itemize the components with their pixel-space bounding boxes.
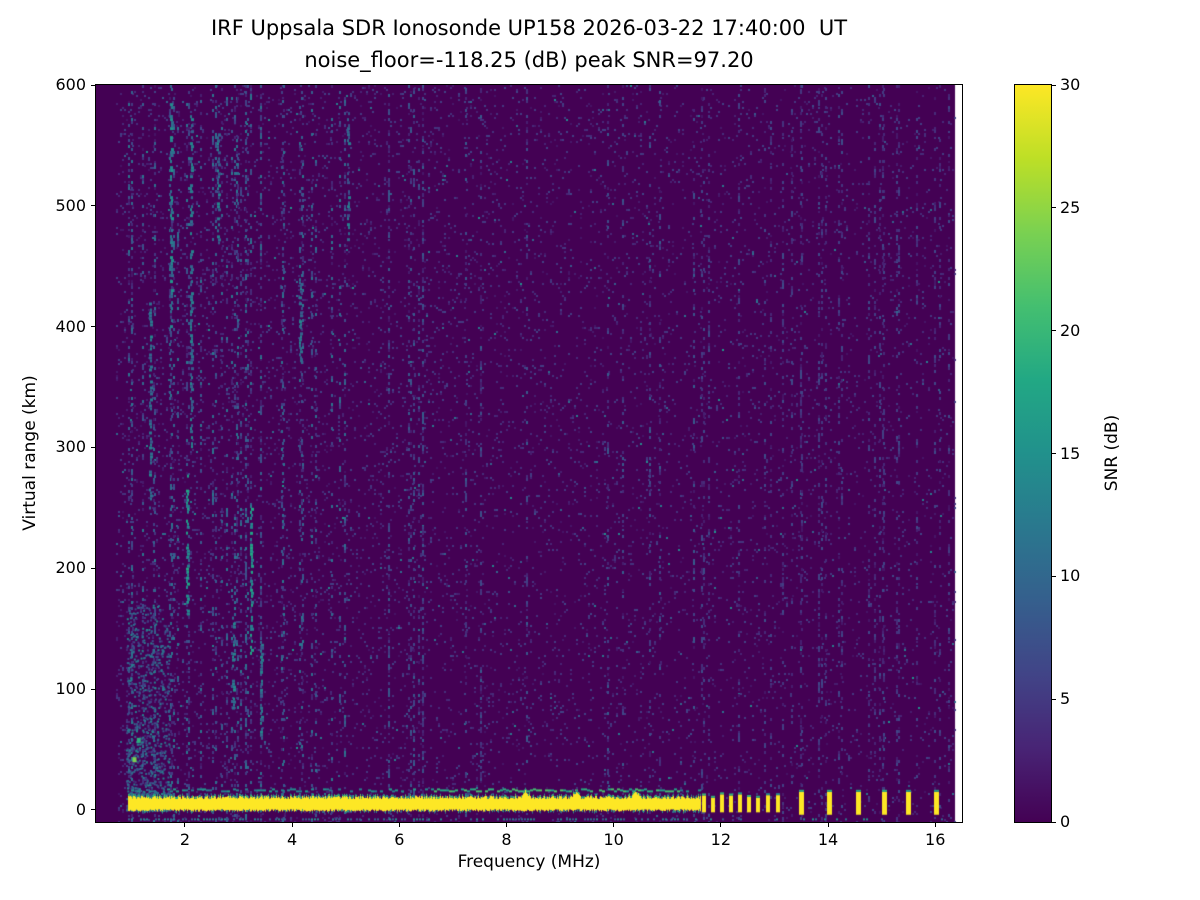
- colorbar-tick-mark: [1052, 84, 1056, 86]
- colorbar-tick-mark: [1052, 575, 1056, 577]
- x-tick-label: 12: [710, 830, 732, 849]
- plot-area: [95, 84, 963, 823]
- colorbar-tick-label: 25: [1060, 197, 1081, 217]
- colorbar-tick-mark: [1052, 453, 1056, 454]
- y-tick-label: 400: [55, 316, 86, 336]
- colorbar-tick-label: 5: [1060, 689, 1071, 709]
- colorbar-tick-mark: [1052, 821, 1056, 823]
- x-tick-label: 10: [603, 830, 624, 849]
- colorbar-tick-label: 15: [1060, 443, 1081, 463]
- x-tick-mark: [291, 823, 293, 827]
- x-tick-mark: [934, 823, 936, 827]
- colorbar-label: SNR (dB): [1102, 414, 1122, 492]
- colorbar-tick-label: 10: [1060, 566, 1081, 586]
- x-tick-mark: [720, 823, 722, 827]
- y-tick-label: 100: [55, 679, 86, 699]
- x-tick-mark: [398, 823, 400, 827]
- y-tick-mark: [91, 326, 95, 328]
- colorbar-tick-label: 30: [1060, 75, 1081, 94]
- x-tick-mark: [827, 823, 829, 827]
- x-tick-label: 14: [817, 830, 839, 849]
- x-tick-mark: [505, 823, 507, 827]
- y-tick-mark: [91, 446, 95, 448]
- y-tick-label: 500: [55, 195, 86, 215]
- colorbar-tick-label: 20: [1060, 320, 1081, 340]
- x-tick-mark: [184, 823, 186, 827]
- chart-subtitle: noise_floor=-118.25 (dB) peak SNR=97.20: [304, 48, 754, 72]
- colorbar-tick-mark: [1052, 698, 1056, 700]
- colorbar-tick-mark: [1052, 330, 1056, 332]
- x-tick-label: 8: [501, 830, 512, 849]
- y-tick-label: 300: [55, 437, 86, 457]
- x-tick-mark: [613, 823, 615, 827]
- colorbar-tick-label: 0: [1060, 812, 1071, 831]
- ionogram-heatmap-canvas: [96, 85, 962, 822]
- y-tick-label: 0: [75, 799, 86, 819]
- y-tick-mark: [91, 809, 95, 811]
- y-tick-label: 200: [55, 558, 86, 578]
- x-tick-label: 4: [287, 830, 298, 849]
- x-tick-label: 6: [394, 830, 405, 849]
- y-tick-mark: [91, 84, 95, 86]
- y-tick-label: 600: [55, 75, 86, 94]
- colorbar-tick-mark: [1052, 207, 1056, 209]
- y-tick-mark: [91, 205, 95, 207]
- y-tick-mark: [91, 567, 95, 569]
- x-axis-label: Frequency (MHz): [457, 852, 601, 872]
- y-tick-mark: [91, 688, 95, 690]
- x-tick-label: 2: [179, 830, 191, 849]
- x-tick-label: 16: [925, 830, 946, 849]
- chart-title: IRF Uppsala SDR Ionosonde UP158 2026-03-…: [210, 16, 848, 40]
- colorbar: [1014, 84, 1052, 823]
